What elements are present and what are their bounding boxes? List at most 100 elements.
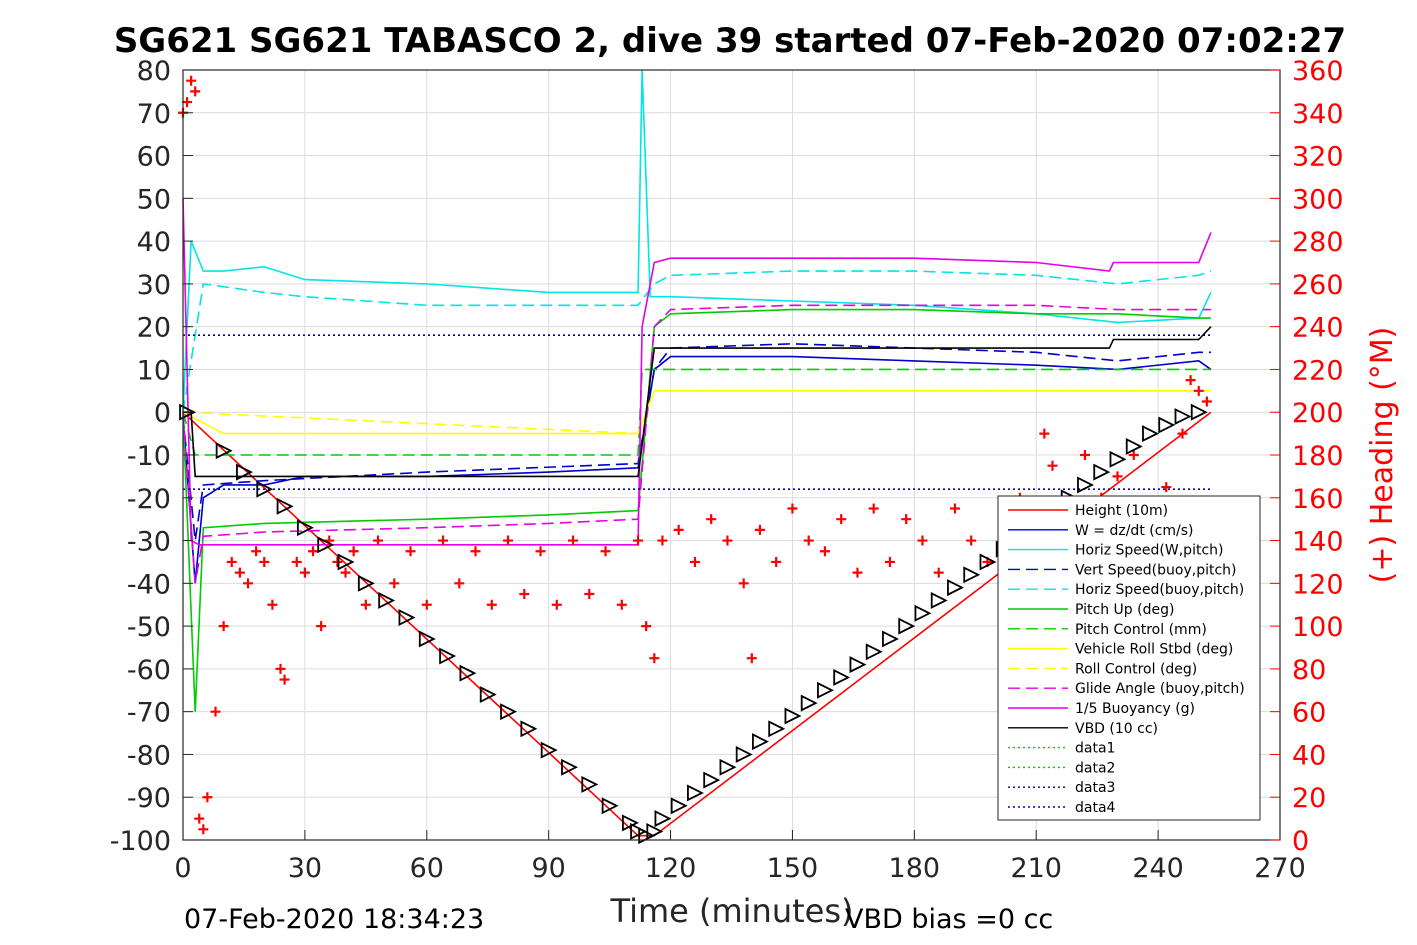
series-line-1	[182, 355, 1212, 584]
heading-point	[1177, 428, 1188, 439]
heading-point	[1039, 428, 1050, 439]
heading-point	[332, 556, 343, 567]
y-left-tick-label: -10	[127, 441, 171, 472]
depth-marker	[561, 758, 578, 776]
series-line-3	[182, 342, 1211, 541]
depth-marker	[784, 707, 802, 725]
depth-marker	[735, 745, 753, 763]
series-line-9	[182, 304, 1211, 584]
heading-point	[243, 578, 254, 589]
x-tick-label: 180	[889, 853, 941, 884]
y-right-tick-label: 200	[1292, 398, 1344, 429]
heading-point	[657, 535, 668, 546]
depth-marker	[833, 668, 851, 686]
depth-marker	[882, 630, 899, 648]
heading-point	[933, 567, 944, 578]
depth-marker	[703, 771, 721, 789]
depth-marker	[930, 591, 948, 609]
y-left-tick-label: 10	[137, 355, 171, 386]
legend-label-5: Pitch Up (deg)	[1075, 602, 1174, 618]
heading-point	[308, 546, 319, 557]
heading-point	[584, 589, 595, 600]
legend-label-3: Vert Speed(buoy,pitch)	[1075, 562, 1237, 578]
depth-marker	[256, 480, 274, 498]
y-left-tick-label: -20	[127, 484, 171, 515]
heading-point	[421, 599, 432, 610]
y-left-tick-label: -50	[127, 612, 171, 643]
y-right-tick-label: 120	[1292, 569, 1344, 600]
heading-point	[901, 514, 912, 525]
legend-label-7: Vehicle Roll Stbd (deg)	[1075, 642, 1233, 658]
x-axis-label: Time (minutes)	[610, 892, 854, 930]
y-left-tick-label: -100	[110, 826, 171, 857]
footer-vbd-bias: VBD bias =0 cc	[845, 904, 1053, 935]
depth-marker	[1077, 476, 1094, 494]
y-left-tick-label: 50	[137, 184, 171, 215]
heading-point	[198, 824, 209, 835]
depth-marker	[215, 442, 233, 460]
series-line-10	[182, 198, 1212, 546]
heading-point	[226, 556, 237, 567]
y-right-tick-label: 220	[1292, 355, 1344, 386]
y-left-tick-label: 60	[137, 142, 171, 173]
y-right-tick-label: 40	[1292, 740, 1326, 771]
x-tick-label: 120	[645, 853, 697, 884]
heading-point	[746, 653, 757, 664]
legend-label-1: W = dz/dt (cm/s)	[1075, 523, 1194, 539]
depth-marker	[654, 810, 672, 828]
heading-point	[706, 514, 717, 525]
depth-marker	[817, 681, 834, 699]
heading-point	[616, 599, 627, 610]
x-tick-label: 30	[288, 853, 322, 884]
depth-marker	[638, 827, 656, 845]
depth-marker	[1125, 437, 1143, 455]
depth-marker	[520, 720, 538, 738]
heading-point	[316, 621, 327, 632]
heading-point	[190, 86, 201, 97]
y-left-tick-label: -80	[127, 740, 171, 771]
depth-marker	[500, 703, 518, 721]
depth-marker	[849, 656, 867, 674]
legend: Height (10m) W = dz/dt (cm/s) Horiz Speed(…	[997, 495, 1261, 821]
legend-label-13: data2	[1075, 760, 1115, 776]
heading-point	[600, 546, 611, 557]
depth-marker	[1190, 403, 1208, 421]
heading-point	[535, 546, 546, 557]
depth-marker	[459, 664, 477, 682]
series-line-11	[183, 326, 1212, 478]
legend-label-4: Horiz Speed(buoy,pitch)	[1075, 582, 1244, 598]
y-left-tick-label: 30	[137, 270, 171, 301]
y-left-tick-label: -70	[127, 698, 171, 729]
heading-point	[360, 599, 371, 610]
depth-marker-layer	[179, 403, 1208, 845]
x-tick-label: 240	[1132, 853, 1184, 884]
series-line-2	[182, 69, 1212, 413]
legend-label-14: data3	[1075, 780, 1115, 796]
heading-point	[373, 535, 384, 546]
heading-point	[348, 546, 359, 557]
heading-point	[519, 589, 530, 600]
y-right-tick-label: 60	[1292, 698, 1326, 729]
heading-point	[819, 546, 830, 557]
heading-point	[1201, 396, 1212, 407]
y-right-tick-label: 20	[1292, 783, 1326, 814]
heading-point	[1185, 375, 1196, 386]
heading-point	[803, 535, 814, 546]
heading-point	[218, 621, 229, 632]
heading-point	[267, 599, 278, 610]
heading-point	[486, 599, 497, 610]
depth-marker	[357, 574, 375, 592]
heading-point	[1047, 460, 1058, 471]
y-left-tick-label: 20	[137, 313, 171, 344]
heading-point	[868, 503, 879, 514]
heading-point	[673, 524, 684, 535]
depth-marker	[719, 758, 737, 776]
heading-point	[1193, 385, 1204, 396]
legend-label-9: Glide Angle (buoy,pitch)	[1075, 681, 1245, 697]
depth-marker	[963, 566, 981, 584]
heading-point	[470, 546, 481, 557]
heading-point	[689, 556, 700, 567]
x-tick-label: 270	[1254, 853, 1306, 884]
depth-marker	[1093, 463, 1111, 481]
y-left-tick-label: -40	[127, 569, 171, 600]
